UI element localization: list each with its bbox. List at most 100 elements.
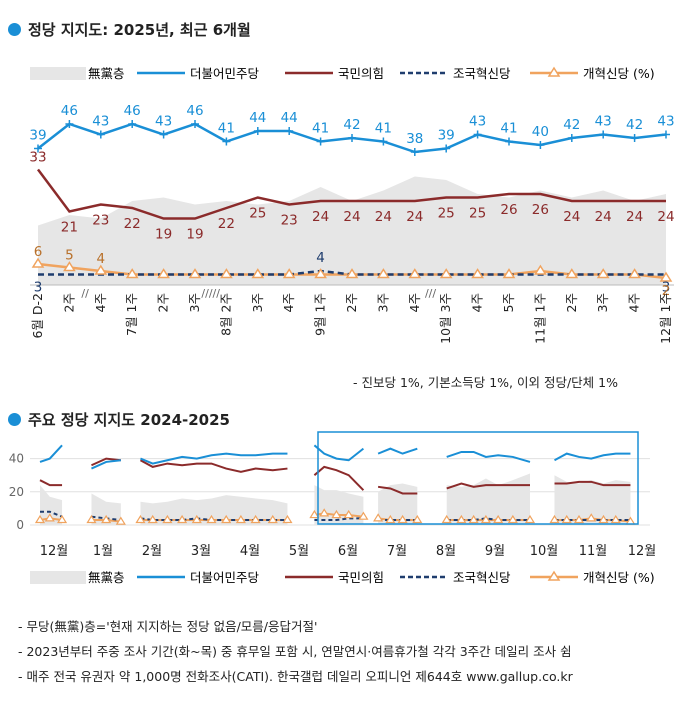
month-label: 1월 (93, 544, 113, 559)
marker-reform (101, 514, 112, 524)
marker-reform (596, 268, 610, 279)
marker-reform (115, 516, 126, 525)
marker-reform (314, 268, 327, 279)
marker-reform (221, 514, 232, 524)
month-label: 6월 (338, 544, 358, 559)
x-tick-label: 3주 (187, 293, 202, 312)
month-label: 10월 (530, 544, 559, 559)
x-tick-label: 2주 (156, 293, 171, 312)
title-bullet-icon (8, 413, 21, 426)
data-label-ppp: 26 (500, 202, 517, 218)
chart2-title-text: 주요 정당 지지도 2024-2025 (28, 411, 230, 429)
line-ppp (554, 480, 631, 487)
line-dem (446, 450, 531, 463)
line-ppp (446, 482, 530, 490)
axis-break-mark: // (81, 287, 89, 300)
line-dem (554, 452, 631, 462)
marker-reform (358, 511, 369, 520)
chart2-legend-svg: 無黨층 더불어민주당 국민의힘 조국혁신당 개혁신당 (%) (30, 570, 655, 585)
marker-reform (125, 268, 139, 279)
marker-reform (534, 264, 547, 275)
data-label-ppp: 23 (92, 213, 109, 229)
chart1-title: 정당 지지도: 2025년, 최근 6개월 (8, 19, 251, 40)
marker-reform (282, 268, 296, 279)
chart2-title: 주요 정당 지지도 2024-2025 (8, 409, 230, 430)
month-label: 2월 (142, 544, 162, 559)
x-tick-label: 3주 (595, 293, 610, 312)
x-tick-label: 4주 (470, 293, 485, 312)
month-label: 8월 (436, 544, 456, 559)
y-tick-label: 40 (9, 452, 24, 466)
axis-break-mark: ///// (201, 287, 220, 300)
line-ppp (139, 459, 288, 473)
marker-reform (610, 514, 621, 524)
note-2: - 2023년부터 주중 조사 기간(화~목) 중 휴무일 포함 시, 연말연시… (18, 644, 572, 659)
x-tick-label: 3주 (250, 293, 265, 312)
data-label-rebuild: 3 (662, 280, 671, 296)
month-label: 3월 (191, 544, 211, 559)
marker-reform (397, 514, 408, 524)
data-label-dem: 42 (626, 117, 643, 133)
line-ppp (313, 465, 365, 491)
month-label: 11월 (579, 544, 608, 559)
marker-reform (659, 271, 673, 282)
marker-reform (549, 514, 560, 524)
marker-reform (408, 268, 422, 279)
data-label-dem: 44 (281, 110, 298, 126)
x-tick-label: 10월 3주 (438, 293, 453, 344)
marker-reform (493, 514, 504, 524)
line-rebuild (314, 517, 364, 522)
note-1: - 무당(無黨)층='현재 지지하는 정당 없음/모름/응답거절' (18, 619, 318, 634)
marker-reform (309, 509, 320, 519)
x-tick-label: 4주 (627, 293, 642, 312)
data-label-dem: 43 (92, 114, 109, 130)
marker-reform (456, 514, 467, 524)
data-label-ppp: 24 (312, 209, 329, 225)
line-dem (377, 447, 418, 455)
marker-reform (507, 514, 518, 524)
marker-reform (251, 268, 265, 279)
legend-rebuild-label: 조국혁신당 (453, 66, 511, 81)
marker-reform (34, 514, 46, 524)
marker-reform (188, 268, 202, 279)
data-label-ppp: 26 (532, 202, 549, 218)
x-tick-label: 4주 (281, 293, 296, 312)
marker-reform (573, 514, 585, 524)
data-label-reform: 6 (34, 244, 43, 260)
data-label-ppp: 21 (61, 220, 78, 236)
marker-reform (468, 514, 479, 524)
legend-dem-label: 더불어민주당 (190, 66, 260, 81)
x-tick-label: 9월 1주 (313, 293, 328, 336)
other-parties-note: - 진보당 1%, 기본소득당 1%, 이외 정당/단체 1% (353, 375, 618, 390)
line-dem (313, 444, 365, 462)
marker-reform (441, 514, 452, 524)
marker-reform (385, 514, 396, 524)
area-none-party (140, 495, 288, 525)
marker-reform (267, 514, 278, 524)
marker-reform (439, 268, 453, 279)
line-dem (140, 452, 288, 465)
marker-reform (282, 514, 293, 524)
data-label-ppp: 25 (249, 206, 266, 222)
marker-reform (56, 514, 68, 524)
area-none-party (38, 176, 666, 285)
data-label-dem: 46 (124, 103, 141, 119)
legend-none-label: 無黨층 (88, 570, 125, 585)
title-bullet-icon (8, 23, 21, 36)
area-none-party (446, 473, 530, 525)
marker-reform (250, 514, 261, 524)
marker-reform (94, 264, 108, 275)
legend-reform-marker (547, 66, 561, 77)
data-label-ppp: 33 (29, 150, 46, 166)
x-tick-label: 12월 1주 (658, 293, 673, 344)
y-tick-label: 20 (9, 485, 24, 499)
line-dem (91, 459, 121, 470)
x-tick-label: 7월 1주 (124, 293, 139, 336)
line-ppp (39, 479, 63, 487)
marker-reform (628, 268, 641, 279)
data-label-dem: 39 (438, 128, 455, 144)
legend-none-swatch (30, 67, 86, 80)
data-label-dem: 41 (312, 121, 329, 137)
data-label-reform: 5 (65, 248, 74, 264)
marker-reform (86, 514, 97, 524)
